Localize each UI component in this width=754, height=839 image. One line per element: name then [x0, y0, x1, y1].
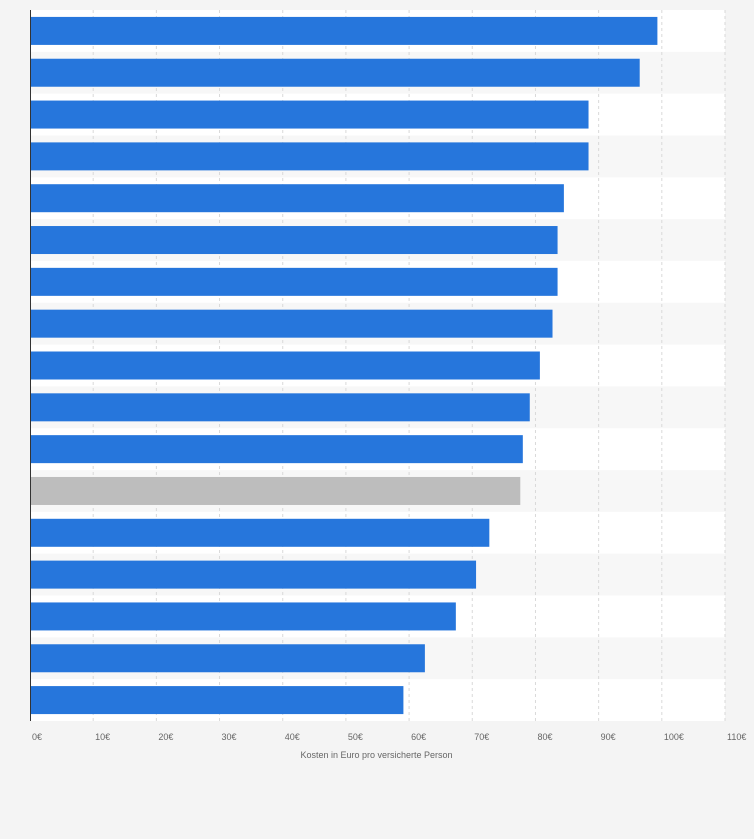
- bar[interactable]: [30, 518, 490, 547]
- bar[interactable]: [30, 644, 425, 673]
- x-tick-label: 90€: [601, 732, 616, 742]
- x-axis-title: Kosten in Euro pro versicherte Person: [300, 750, 452, 760]
- x-tick-label: 70€: [474, 732, 489, 742]
- bar[interactable]: [30, 16, 658, 45]
- x-tick-label: 60€: [411, 732, 426, 742]
- bar[interactable]: [30, 142, 589, 171]
- x-tick-label: 50€: [348, 732, 363, 742]
- bar[interactable]: [30, 267, 558, 296]
- bar[interactable]: [30, 184, 564, 213]
- bar[interactable]: [30, 602, 456, 631]
- x-tick-label: 0€: [32, 732, 42, 742]
- bar[interactable]: [30, 560, 477, 589]
- x-tick-label: 80€: [537, 732, 552, 742]
- bar[interactable]: [30, 686, 404, 715]
- x-tick-label: 110€: [727, 732, 746, 742]
- x-tick-label: 20€: [158, 732, 173, 742]
- bar[interactable]: [30, 309, 553, 338]
- bar[interactable]: [30, 351, 540, 380]
- x-tick-label: 40€: [285, 732, 300, 742]
- bar[interactable]: [30, 58, 640, 87]
- bar[interactable]: [30, 393, 530, 422]
- x-tick-label: 30€: [222, 732, 237, 742]
- x-tick-label: 10€: [95, 732, 110, 742]
- x-tick-label: 100€: [664, 732, 684, 742]
- bar[interactable]: [30, 476, 521, 505]
- bar[interactable]: [30, 100, 589, 129]
- bar[interactable]: [30, 435, 523, 464]
- bar[interactable]: [30, 226, 558, 255]
